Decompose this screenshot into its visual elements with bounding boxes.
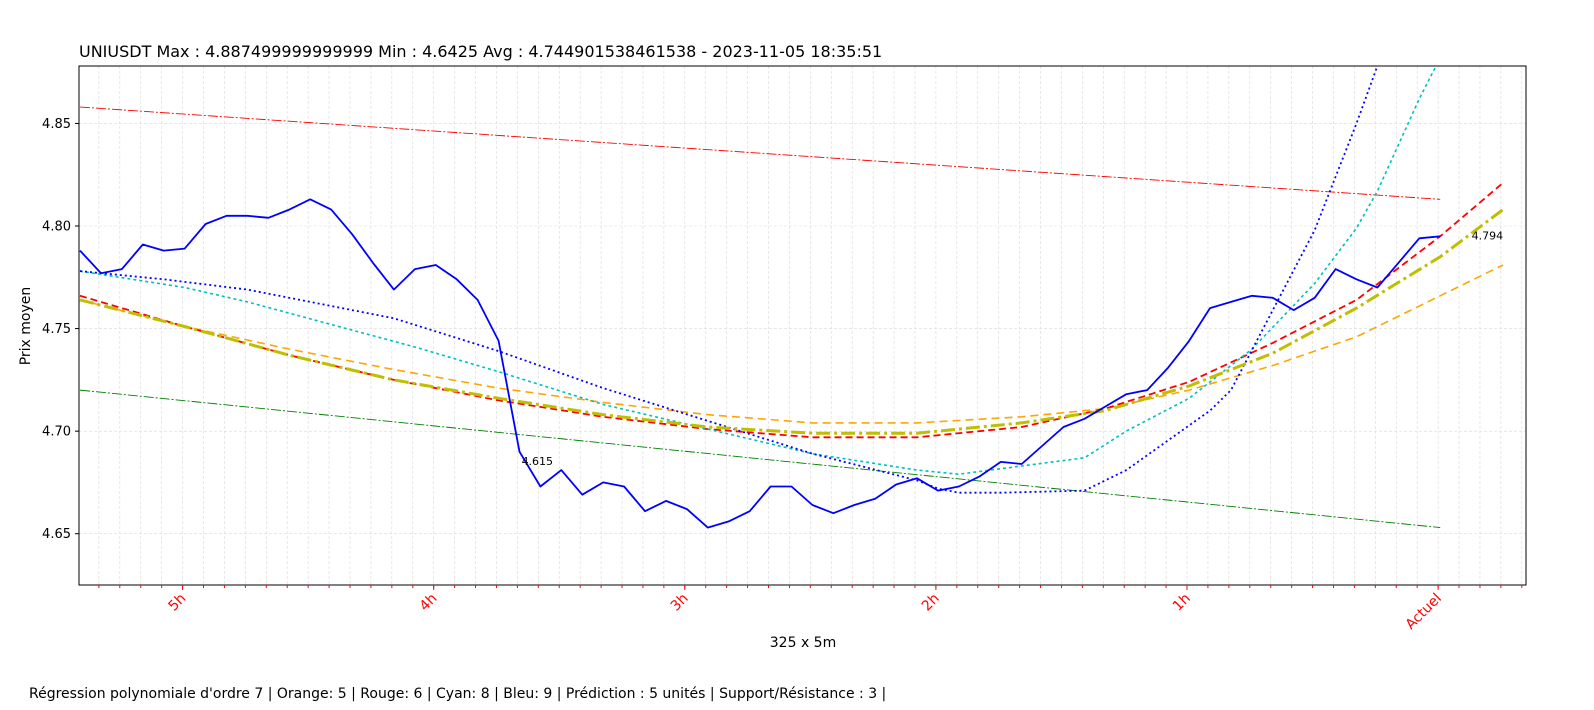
y-tick-label: 4.65 — [42, 527, 71, 542]
x-tick-label: 3h — [668, 591, 692, 615]
value-annotation: 4.794 — [1472, 229, 1504, 242]
support-line — [80, 389, 1441, 529]
regression-line — [79, 208, 1504, 435]
grid — [79, 66, 1526, 585]
x-tick-label: 5h — [166, 591, 190, 615]
y-tick-label: 4.75 — [42, 322, 71, 337]
plot-frame — [78, 65, 1527, 586]
y-tick-label: 4.70 — [42, 425, 71, 440]
x-tick-label: 2h — [919, 591, 943, 615]
y-tick-label: 4.85 — [42, 117, 71, 132]
resistance-line — [80, 106, 1441, 200]
regression-line — [79, 182, 1504, 439]
axis-ticks: 4.65 4.70 4.75 4.80 4.85 5h 4h 3h 2h 1h Actuel — [42, 117, 1523, 633]
chart-title: UNIUSDT Max : 4.887499999999999 Min : 4.… — [79, 42, 882, 61]
y-axis-label: Prix moyen — [18, 287, 34, 366]
x-tick-label: Actuel — [1403, 591, 1445, 633]
value-annotation: 4.615 — [522, 455, 554, 468]
x-axis-label: 325 x 5m — [770, 635, 836, 651]
chart-footer: Régression polynomiale d'ordre 7 | Orang… — [29, 686, 886, 702]
regression-line — [79, 66, 1379, 494]
regression-line — [79, 66, 1437, 476]
y-tick-label: 4.80 — [42, 220, 71, 235]
regression-line — [79, 264, 1504, 424]
price-line — [79, 198, 1441, 529]
plot-lines: 4.615 4.794 — [79, 66, 1504, 529]
x-tick-label: 1h — [1170, 591, 1194, 615]
x-tick-label: 4h — [417, 591, 441, 615]
